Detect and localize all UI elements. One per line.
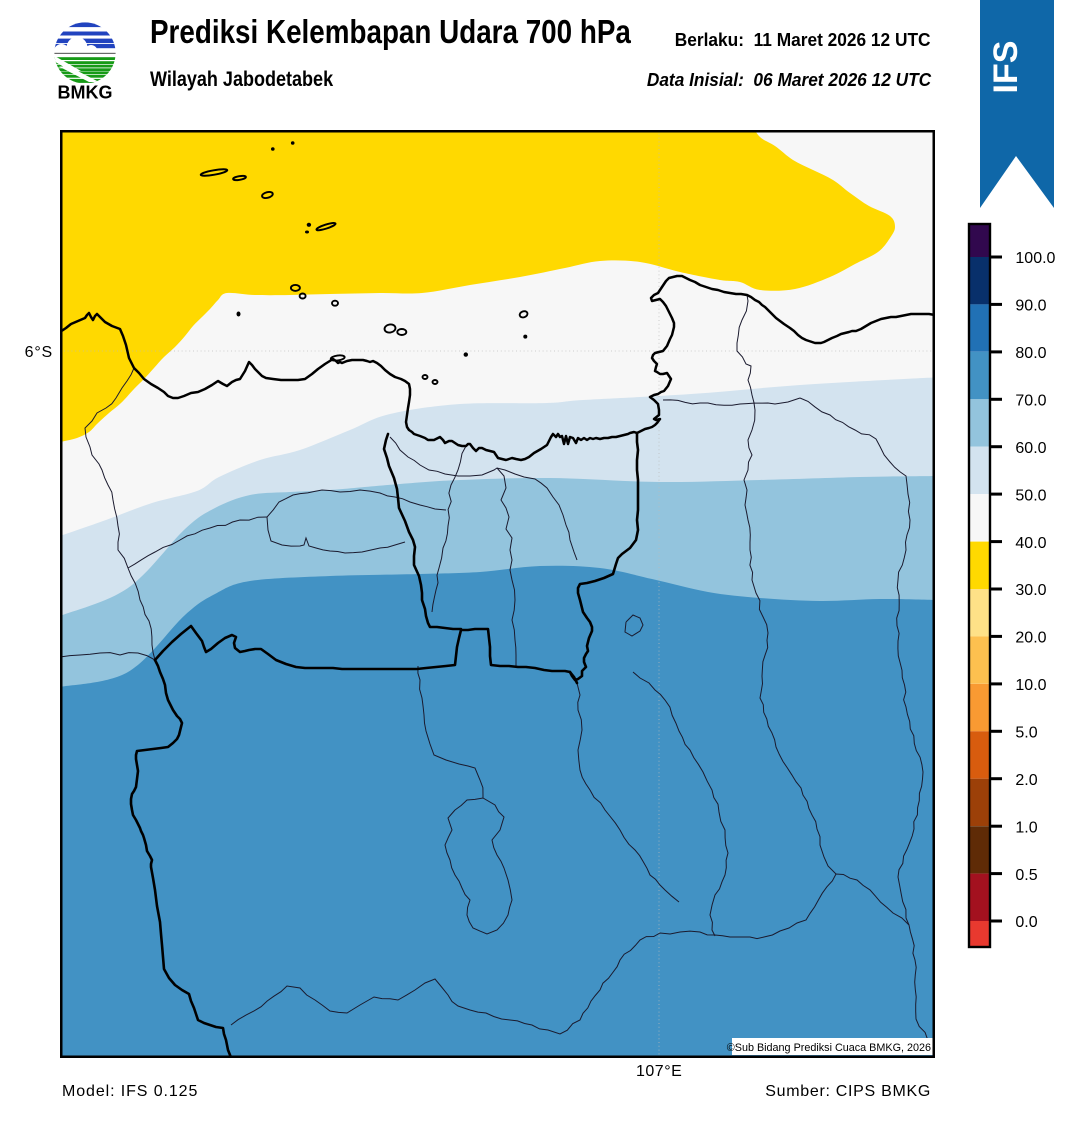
svg-text:IFS: IFS <box>987 41 1025 94</box>
svg-text:20.0: 20.0 <box>1015 630 1046 647</box>
svg-text:1.0: 1.0 <box>1015 819 1037 836</box>
svg-text:90.0: 90.0 <box>1015 298 1046 315</box>
svg-text:70.0: 70.0 <box>1015 393 1046 410</box>
svg-text:0.0: 0.0 <box>1015 914 1037 931</box>
svg-text:0.5: 0.5 <box>1015 867 1037 884</box>
svg-text:BMKG: BMKG <box>58 83 113 103</box>
svg-text:40.0: 40.0 <box>1015 535 1046 552</box>
svg-text:5.0: 5.0 <box>1015 725 1037 742</box>
svg-text:30.0: 30.0 <box>1015 582 1046 599</box>
svg-text:2.0: 2.0 <box>1015 772 1037 789</box>
svg-text:60.0: 60.0 <box>1015 440 1046 457</box>
svg-text:80.0: 80.0 <box>1015 345 1046 362</box>
svg-text:©Sub Bidang Prediksi Cuaca BMK: ©Sub Bidang Prediksi Cuaca BMKG, 2026 <box>727 1042 931 1054</box>
svg-text:10.0: 10.0 <box>1015 677 1046 694</box>
svg-text:50.0: 50.0 <box>1015 487 1046 504</box>
svg-text:100.0: 100.0 <box>1015 250 1055 267</box>
